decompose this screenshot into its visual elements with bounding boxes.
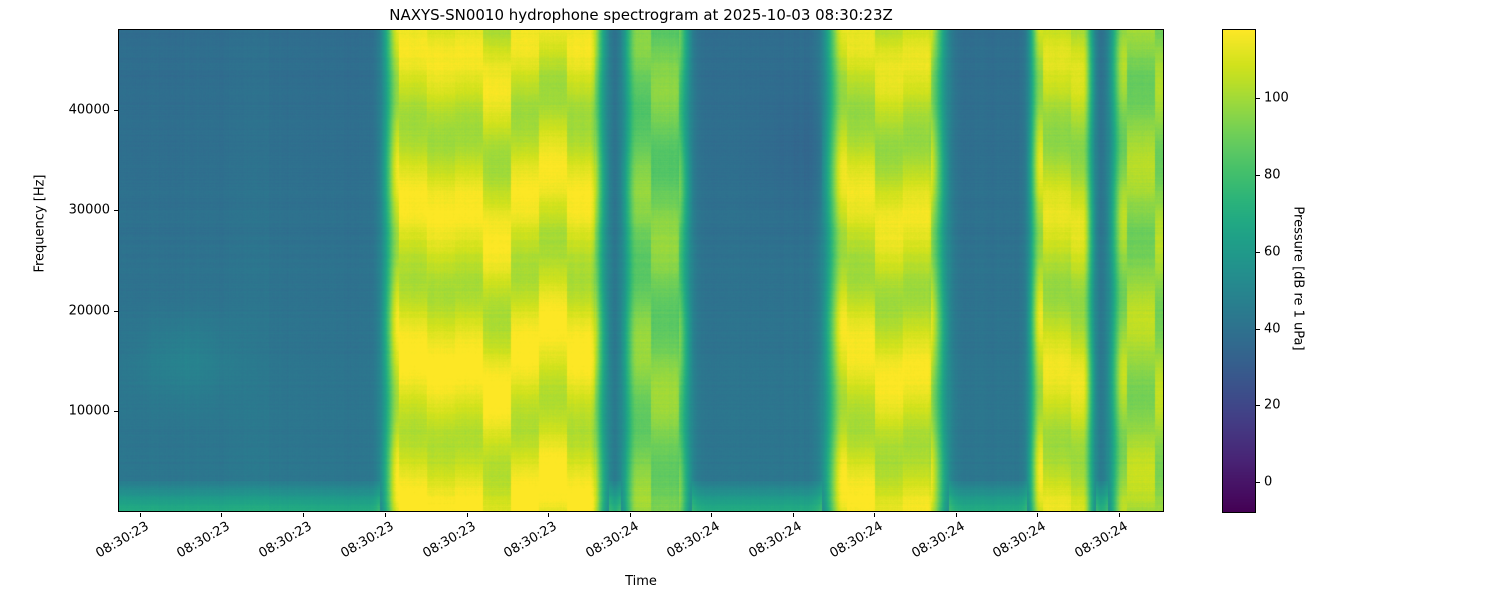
colorbar-tick-mark [1256,328,1260,330]
colorbar-tick-mark [1256,405,1260,407]
colorbar-tick-mark [1256,98,1260,100]
x-axis-label: Time [625,574,657,589]
x-tick-label: 08:30:23 [420,519,479,562]
x-tick-mark [467,513,468,517]
colorbar-tick-mark [1256,482,1260,484]
x-tick-mark [548,513,549,517]
x-tick-label: 08:30:23 [338,519,397,562]
x-tick-label: 08:30:23 [256,519,315,562]
x-tick-mark [1119,513,1120,517]
y-tick-mark [114,210,118,212]
x-tick-mark [793,513,794,517]
colorbar-label: Pressure [dB re 1 uPa] [1290,206,1306,351]
spectrogram-plot-area[interactable] [118,29,1164,512]
x-tick-label: 08:30:24 [746,519,805,562]
x-tick-mark [630,513,631,517]
x-tick-label: 08:30:23 [501,519,560,562]
colorbar-tick-label: 100 [1264,90,1289,106]
x-tick-label: 08:30:24 [583,519,642,562]
spectrogram-image [119,30,1163,511]
colorbar-tick-mark [1256,251,1260,253]
x-tick-label: 08:30:24 [1072,519,1131,562]
colorbar-tick-label: 40 [1264,321,1281,337]
x-tick-mark [874,513,875,517]
colorbar-gradient [1222,29,1256,513]
y-tick-mark [114,109,118,111]
colorbar-tick-label: 20 [1264,397,1281,413]
y-axis-label: Frequency [Hz] [32,174,48,273]
colorbar-tick-label: 80 [1264,167,1281,183]
y-tick-label: 10000 [68,403,110,419]
y-tick-label: 40000 [68,102,110,117]
x-tick-label: 08:30:23 [93,519,152,562]
x-tick-mark [385,513,386,517]
y-tick-label: 30000 [68,202,110,218]
y-tick-mark [114,310,118,312]
x-tick-label: 08:30:24 [827,519,886,562]
y-tick-mark [114,411,118,413]
x-tick-mark [711,513,712,517]
x-tick-label: 08:30:24 [664,519,723,562]
colorbar-tick-mark [1256,174,1260,176]
colorbar-tick-label: 0 [1264,474,1273,490]
y-tick-label: 20000 [68,303,110,319]
x-tick-mark [221,513,222,517]
x-tick-mark [303,513,304,517]
x-tick-label: 08:30:24 [909,519,968,562]
colorbar[interactable] [1222,29,1256,513]
x-tick-mark [956,513,957,517]
x-tick-label: 08:30:24 [990,519,1049,562]
x-tick-label: 08:30:23 [174,519,233,562]
x-tick-mark [140,513,141,517]
page-title: NAXYS-SN0010 hydrophone spectrogram at 2… [389,6,893,24]
x-tick-mark [1037,513,1038,517]
colorbar-tick-label: 60 [1264,244,1281,260]
